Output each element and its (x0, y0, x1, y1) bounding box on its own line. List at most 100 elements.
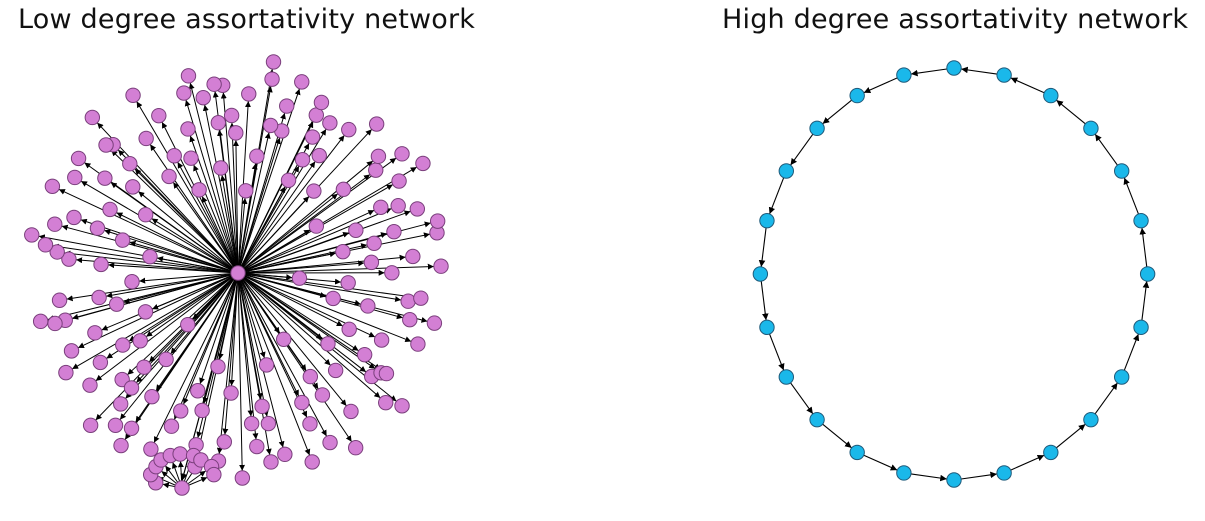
ring-node (1083, 120, 1099, 137)
star-edge (80, 218, 239, 274)
star-leaf-node (176, 85, 192, 101)
star-leaf-node (98, 137, 114, 153)
star-edge (71, 272, 239, 370)
star-edge (232, 140, 239, 274)
star-network (24, 54, 449, 496)
star-leaf-node (347, 440, 364, 456)
ring-edge (1141, 281, 1150, 321)
ring-edge (790, 382, 814, 415)
star-leaf-node (180, 68, 197, 84)
star-leaf-node (166, 148, 182, 164)
star-leaf-node (191, 182, 207, 198)
star-edge (237, 272, 343, 327)
ring-node (809, 411, 825, 428)
star-edge (77, 272, 239, 349)
star-leaf-node (262, 117, 279, 134)
star-leaf-node (49, 244, 65, 260)
star-leaf-node (258, 357, 275, 373)
star-leaf-node (213, 160, 229, 176)
star-edge (96, 122, 239, 274)
star-edge (117, 149, 239, 274)
star-leaf-node (335, 181, 352, 198)
star-leaf-node (151, 107, 167, 124)
star-leaf-node (280, 172, 297, 188)
star-edge (237, 128, 327, 274)
ring-node (809, 120, 825, 137)
ring-node (946, 472, 962, 488)
star-edge (237, 272, 328, 437)
star-edge (237, 209, 375, 274)
star-leaf-node (32, 313, 49, 330)
star-edge (237, 272, 308, 418)
star-leaf-node (264, 71, 280, 87)
star-leaf-node (44, 178, 61, 194)
star-edge (139, 272, 239, 284)
ring-edge (758, 227, 767, 267)
star-leaf-node (429, 213, 446, 229)
star-edge (237, 272, 269, 417)
star-leaf-node (63, 343, 80, 359)
star-edge (153, 272, 239, 443)
star-leaf-node (195, 89, 211, 106)
star-leaf-node (322, 434, 338, 451)
star-leaf-node (210, 115, 227, 131)
star-leaf-node (294, 74, 310, 90)
star-edge (125, 272, 239, 399)
star-edge (58, 188, 239, 274)
star-leaf-node (378, 394, 394, 411)
star-edge (38, 234, 239, 274)
ring-edge (1056, 423, 1086, 449)
star-edge (161, 121, 239, 274)
ring-edge (760, 281, 769, 321)
ring-edge (1010, 77, 1045, 94)
star-leaf-node (190, 383, 206, 399)
star-leaf-node (87, 325, 103, 341)
star-edge (149, 144, 239, 274)
star-leaf-node (276, 331, 292, 347)
star-leaf-node (340, 275, 356, 291)
star-leaf-node (249, 438, 265, 455)
star-leaf-node (343, 403, 359, 420)
star-leaf-node (405, 248, 421, 265)
ring-edge (769, 333, 785, 371)
star-edge (220, 174, 239, 274)
star-leaf-node (265, 54, 282, 70)
ring-edge (1139, 227, 1148, 267)
star-leaf-node (123, 420, 140, 436)
star-leaf-node (136, 359, 152, 375)
star-edge (237, 160, 374, 274)
star-leaf-node (308, 218, 325, 234)
star-edge (116, 212, 239, 274)
ring-node (1113, 163, 1130, 179)
star-hub-node (230, 265, 246, 281)
star-leaf-node (433, 258, 449, 274)
star-edge (237, 128, 373, 274)
star-edge (237, 272, 246, 471)
star-leaf-node (142, 248, 158, 265)
star-edge (237, 166, 417, 274)
ring-edge (910, 68, 947, 77)
star-leaf-node (373, 199, 389, 215)
star-leaf-node (89, 220, 106, 236)
star-leaf-node (360, 298, 376, 314)
star-leaf-node (241, 86, 257, 102)
ring-node (896, 67, 912, 83)
star-leaf-node (415, 155, 431, 172)
star-edge (237, 272, 353, 443)
ring-node (778, 163, 795, 179)
star-leaf-node (67, 169, 83, 186)
star-leaf-node (410, 336, 426, 352)
star-leaf-node (304, 454, 320, 470)
star-leaf-node (108, 296, 125, 312)
star-leaf-node (206, 466, 222, 483)
star-edge (237, 272, 331, 366)
star-leaf-node (122, 156, 138, 172)
star-leaf-node (114, 232, 131, 248)
star-leaf-node (210, 358, 226, 375)
star-leaf-node (341, 321, 357, 337)
star-leaf-node (93, 256, 109, 273)
ring-node (1083, 411, 1099, 428)
star-leaf-node (51, 292, 68, 308)
ring-edge (961, 471, 998, 480)
star-leaf-node (294, 152, 311, 168)
